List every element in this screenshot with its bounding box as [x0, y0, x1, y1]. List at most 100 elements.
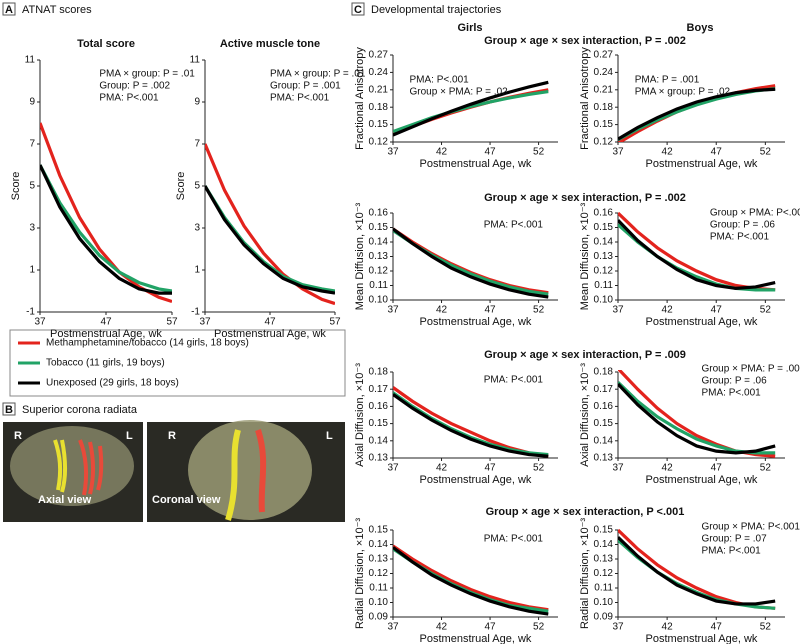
x-axis-title: Postmenstrual Age, wk — [50, 328, 162, 340]
trajectory — [40, 122, 172, 304]
y-tick-label: 0.14 — [594, 539, 614, 550]
x-tick-label: 42 — [662, 305, 674, 316]
x-axis-title: Postmenstrual Age, wk — [214, 328, 326, 340]
x-axis-title: Postmenstrual Age, wk — [420, 633, 532, 644]
annotation: Group: P = .06 — [710, 220, 776, 231]
x-tick-label: 52 — [760, 305, 772, 316]
x-tick-label: 47 — [711, 463, 723, 474]
y-tick-label: 7 — [194, 139, 200, 150]
y-tick-label: 0.13 — [594, 453, 614, 464]
row-title: Group × age × sex interaction, P = .002 — [484, 35, 686, 47]
y-tick-label: 0.11 — [594, 280, 613, 291]
y-tick-label: 0.18 — [369, 367, 389, 378]
x-tick-label: 42 — [436, 463, 448, 474]
y-axis-title: Score — [10, 172, 22, 201]
x-tick-label: 52 — [533, 463, 545, 474]
panel-letter: B — [5, 404, 13, 416]
panel-letter-box — [351, 2, 365, 16]
trajectory — [393, 80, 549, 137]
y-tick-label: 0.18 — [594, 102, 614, 113]
y-tick-label: 0.16 — [369, 401, 389, 412]
y-tick-label: 7 — [29, 139, 35, 150]
axial-image: R L Axial view — [3, 422, 143, 522]
x-tick-label: 47 — [711, 305, 723, 316]
x-tick-label: 52 — [760, 463, 772, 474]
x-tick-label: 42 — [662, 622, 674, 633]
y-tick-label: 0.17 — [594, 384, 614, 395]
trajectory — [618, 87, 776, 141]
y-tick-label: 0.16 — [594, 401, 614, 412]
annotation: Group: P = .002 — [99, 81, 170, 92]
y-tick-label: 0.16 — [594, 208, 614, 219]
annotation: PMA × group: P = .01 — [99, 69, 195, 80]
trajectory — [393, 393, 549, 458]
annotation: Group: P = .06 — [702, 376, 768, 387]
x-tick-label: 37 — [387, 147, 399, 158]
x-tick-label: 37 — [612, 463, 624, 474]
y-tick-label: 0.14 — [594, 435, 614, 446]
y-tick-label: 0.24 — [594, 67, 614, 78]
x-tick-label: 52 — [760, 622, 772, 633]
annotation: PMA: P<.001 — [484, 534, 544, 545]
y-tick-label: 0.11 — [594, 583, 613, 594]
x-axis-title: Postmenstrual Age, wk — [646, 633, 758, 644]
y-tick-label: 0.24 — [369, 67, 389, 78]
y-tick-label: 0.13 — [594, 554, 614, 565]
y-tick-label: 0.14 — [594, 237, 614, 248]
yellow-tract — [53, 439, 67, 493]
x-axis-title: Postmenstrual Age, wk — [420, 474, 532, 486]
y-tick-label: 0.15 — [369, 119, 389, 130]
x-tick-label: 42 — [436, 147, 448, 158]
x-tick-label: 47 — [100, 317, 112, 328]
brain — [188, 420, 312, 520]
x-tick-label: 52 — [533, 622, 545, 633]
x-axis-title: Postmenstrual Age, wk — [646, 474, 758, 486]
panel-letter-box — [2, 402, 16, 416]
y-tick-label: 0.12 — [369, 266, 389, 277]
x-axis-title: Postmenstrual Age, wk — [646, 158, 758, 170]
trajectory — [393, 89, 549, 134]
x-tick-label: 52 — [533, 147, 545, 158]
y-axis-title: Mean Diffusion, ×10⁻³ — [354, 202, 366, 310]
x-axis-title: Postmenstrual Age, wk — [646, 316, 758, 328]
panel-title: ATNAT scores — [22, 4, 92, 16]
y-tick-label: 3 — [29, 223, 35, 234]
y-tick-label: 0.15 — [594, 525, 614, 536]
y-tick-label: 0.12 — [369, 568, 389, 579]
trajectory — [40, 164, 172, 293]
x-tick-label: 37 — [612, 147, 624, 158]
panel-letter: A — [5, 4, 13, 16]
y-tick-label: 0.27 — [369, 50, 389, 61]
y-tick-label: -1 — [26, 307, 35, 318]
x-tick-label: 42 — [436, 622, 448, 633]
view-label: Axial view — [38, 494, 92, 506]
x-tick-label: 42 — [662, 147, 674, 158]
trajectory — [618, 219, 776, 291]
y-tick-label: 11 — [190, 55, 201, 66]
x-axis-title: Postmenstrual Age, wk — [420, 316, 532, 328]
annotation: PMA: P<.001 — [270, 93, 330, 104]
y-tick-label: 0.12 — [594, 137, 614, 148]
x-tick-label: 47 — [711, 147, 723, 158]
y-tick-label: 0.12 — [594, 266, 614, 277]
panel-letter: C — [354, 4, 362, 16]
annotation: PMA: P = .001 — [635, 75, 700, 86]
annotation: PMA: P<.001 — [484, 220, 544, 231]
trajectory — [393, 544, 549, 612]
x-tick-label: 42 — [436, 305, 448, 316]
x-tick-label: 52 — [760, 147, 772, 158]
chart-title: Total score — [77, 38, 135, 50]
y-tick-label: 9 — [29, 97, 35, 108]
orientation-label: R — [168, 430, 176, 442]
row-title: Group × age × sex interaction, P = .009 — [484, 349, 686, 361]
y-tick-label: 0.14 — [369, 435, 389, 446]
x-tick-label: 57 — [166, 317, 178, 328]
annotation: Group × PMA: P = .02 — [410, 87, 509, 98]
y-tick-label: 5 — [29, 181, 35, 192]
trajectory — [393, 229, 549, 296]
annotation: PMA: P<.001 — [484, 375, 544, 386]
row-title: Group × age × sex interaction, P = .002 — [484, 192, 686, 204]
y-tick-label: 0.14 — [369, 539, 389, 550]
trajectory — [205, 143, 335, 306]
y-tick-label: 0.21 — [594, 84, 614, 95]
